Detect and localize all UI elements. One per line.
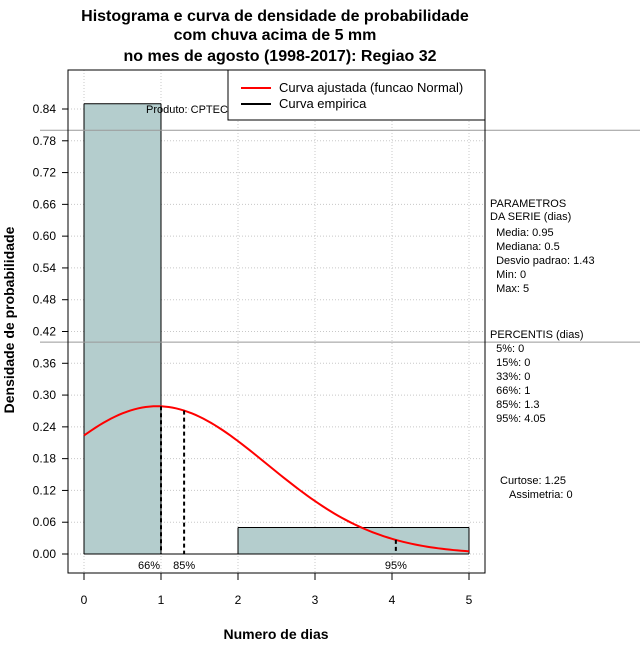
percentis-block: PERCENTIS (dias) 5%: 0 15%: 0 33%: 0 66%… [490, 329, 584, 425]
y-tick-label: 0.06 [33, 515, 57, 529]
parametros-line: Max: 5 [490, 283, 529, 295]
y-tick-label: 0.42 [33, 325, 57, 339]
x-tick-label: 3 [312, 593, 319, 607]
parametros-line: Min: 0 [490, 269, 526, 281]
y-tick-label: 0.12 [33, 483, 57, 497]
x-tick-label: 5 [466, 593, 473, 607]
marker-layer: 66% 85% 95% [138, 406, 407, 572]
y-tick-label: 0.66 [33, 197, 57, 211]
chart-title-line-3: no mes de agosto (1998-2017): Regiao 32 [124, 48, 437, 65]
y-tick-label: 0.18 [33, 452, 57, 466]
y-tick-label: 0.78 [33, 134, 57, 148]
y-tick-label: 0.60 [33, 229, 57, 243]
y-tick-label: 0.30 [33, 388, 57, 402]
percentile-label: 85% [173, 560, 195, 572]
parametros-line: DA SERIE (dias) [490, 211, 571, 223]
y-tick-label: 0.36 [33, 356, 57, 370]
normal-curve [83, 405, 470, 553]
percentile-label: 95% [385, 560, 407, 572]
percentis-line: 95%: 4.05 [490, 413, 546, 425]
bars-layer [83, 103, 470, 555]
parametros-line: PARAMETROS [490, 198, 566, 210]
legend-label-empirical: Curva empirica [279, 96, 367, 111]
legend: Curva ajustada (funcao Normal) Curva emp… [227, 69, 486, 121]
percentile-label: 66% [138, 560, 160, 572]
curve-layer [83, 405, 470, 553]
x-tick-label: 2 [235, 593, 242, 607]
x-axis: 0 1 2 3 4 5 [81, 573, 473, 607]
percentis-line: 33%: 0 [490, 371, 530, 383]
chart-title-line-2: com chuva acima de 5 mm [174, 27, 377, 44]
histogram-bar [238, 527, 315, 554]
chart-title-line-1: Histograma e curva de densidade de proba… [81, 8, 469, 25]
percentis-line: PERCENTIS (dias) [490, 329, 584, 341]
assimetria-value: Assimetria: 0 [509, 489, 573, 501]
x-tick-label: 4 [389, 593, 396, 607]
y-tick-label: 0.48 [33, 293, 57, 307]
y-tick-label: 0.72 [33, 166, 57, 180]
histogram-bar [315, 527, 392, 554]
y-tick-label: 0.00 [33, 547, 57, 561]
parametros-line: Desvio padrao: 1.43 [490, 255, 595, 267]
parametros-block: PARAMETROS DA SERIE (dias) Media: 0.95 M… [490, 198, 595, 295]
parametros-line: Media: 0.95 [490, 227, 554, 239]
percentis-line: 66%: 1 [490, 385, 530, 397]
curtose-value: Curtose: 1.25 [500, 475, 566, 487]
percentis-line: 15%: 0 [490, 357, 530, 369]
x-axis-title: Numero de dias [223, 626, 328, 642]
y-tick-label: 0.54 [33, 261, 57, 275]
x-tick-label: 0 [81, 593, 88, 607]
histogram-bar [84, 103, 161, 554]
percentis-line: 5%: 0 [490, 343, 524, 355]
legend-label-normal: Curva ajustada (funcao Normal) [279, 80, 463, 95]
percentis-line: 85%: 1.3 [490, 399, 540, 411]
y-axis-title: Densidade de probabilidade [1, 226, 17, 413]
y-tick-label: 0.84 [33, 102, 57, 116]
y-axis: 0.00 0.06 0.12 0.18 0.24 0.30 0.36 0.42 0.48 0.54… [33, 102, 68, 561]
x-tick-label: 1 [158, 593, 165, 607]
y-tick-label: 0.24 [33, 420, 57, 434]
reference-layer [40, 129, 640, 343]
legend-box [227, 69, 486, 121]
parametros-line: Mediana: 0.5 [490, 241, 560, 253]
